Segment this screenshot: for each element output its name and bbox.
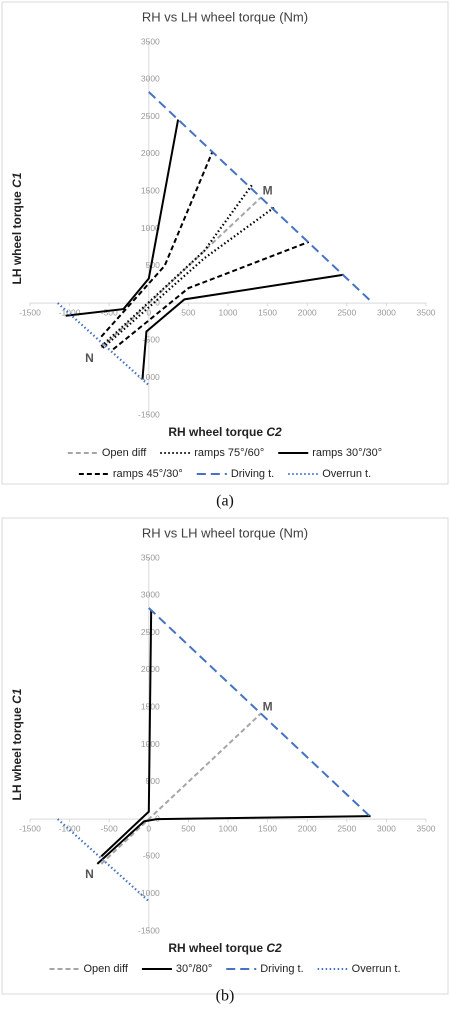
series-line (100, 152, 310, 351)
x-axis-title-text: RH wheel torque (168, 425, 263, 439)
annotation: M (263, 699, 273, 713)
x-tick-label: 3500 (417, 307, 436, 317)
legend-item: Open diff (49, 963, 129, 975)
x-axis-title: RH wheel torque C2 (168, 941, 282, 955)
series-line (148, 91, 374, 304)
legend-label: ramps 75°/60° (194, 447, 264, 459)
x-tick-label: 500 (181, 307, 195, 317)
y-tick-label: 1500 (141, 185, 160, 195)
legend-item: Open diff (67, 447, 147, 459)
legend-item: Driving t. (196, 468, 274, 480)
legend-item: 30°/80° (141, 963, 212, 975)
y-axis-title-text: LH wheel torque (10, 191, 24, 285)
caption: (b) (216, 988, 235, 1005)
y-tick-label: 500 (146, 260, 160, 270)
y-tick-label: 500 (146, 776, 160, 786)
y-tick-label: -1500 (138, 925, 160, 935)
chart-frame (1, 1, 449, 485)
x-tick-label: 1000 (219, 823, 238, 833)
y-tick-label: 3000 (141, 590, 160, 600)
legend-label: Overrun t. (322, 468, 371, 480)
caption: (a) (216, 493, 234, 510)
legend-item: ramps 30°/30° (278, 447, 382, 459)
y-tick-label: 2500 (141, 111, 160, 121)
x-axis-title-var: C2 (266, 425, 282, 439)
x-tick-label: -1500 (19, 823, 41, 833)
legend-label: 30°/80° (176, 963, 212, 975)
y-tick-label: -1000 (138, 888, 160, 898)
chart-title: RH vs LH wheel torque (Nm) (142, 9, 308, 24)
legend-label: Driving t. (231, 468, 274, 480)
series-line (96, 610, 371, 865)
x-tick-label: 2000 (298, 307, 317, 317)
series-line (100, 196, 262, 349)
y-tick-label: -500 (143, 335, 160, 345)
legend-item: Driving t. (226, 963, 304, 975)
series-line (148, 607, 374, 820)
chart-frame (1, 517, 449, 995)
series-line (56, 818, 150, 902)
x-tick-label: 0 (146, 307, 151, 317)
y-tick-label: 3500 (141, 36, 160, 46)
x-tick-label: -1000 (59, 823, 81, 833)
x-tick-label: 1500 (258, 823, 277, 833)
x-axis-title-var: C2 (266, 941, 282, 955)
series-line (56, 302, 150, 386)
y-tick-label: 3000 (141, 74, 160, 84)
legend-label: Open diff (83, 963, 128, 975)
legend-label: Driving t. (260, 963, 303, 975)
x-tick-label: 3000 (377, 307, 396, 317)
x-tick-label: 1000 (219, 307, 238, 317)
y-axis-title-var: C1 (10, 688, 24, 704)
legend-item: ramps 45°/30° (78, 468, 183, 480)
x-tick-label: 3000 (377, 823, 396, 833)
annotation: M (263, 183, 273, 197)
x-tick-label: 2500 (337, 307, 356, 317)
series-line (65, 119, 344, 380)
legend-item: Overrun t. (288, 468, 371, 480)
legend-label: ramps 30°/30° (312, 447, 382, 459)
legend-label: Open diff (102, 447, 147, 459)
y-axis-title-text: LH wheel torque (10, 707, 24, 801)
legend-label: Overrun t. (352, 963, 401, 975)
x-tick-label: 1500 (258, 307, 277, 317)
y-axis-title: LH wheel torque C1 (10, 688, 24, 800)
y-axis-title: LH wheel torque C1 (10, 172, 24, 284)
x-tick-label: 0 (146, 823, 151, 833)
x-tick-label: -1000 (59, 307, 81, 317)
x-tick-label: 3500 (417, 823, 436, 833)
y-tick-label: 3500 (141, 552, 160, 562)
x-tick-label: -500 (101, 307, 118, 317)
y-tick-label: -1500 (138, 409, 160, 419)
x-tick-label: 2000 (298, 823, 317, 833)
x-axis-title: RH wheel torque C2 (168, 425, 282, 439)
chart-title: RH vs LH wheel torque (Nm) (142, 525, 308, 540)
annotation: N (85, 867, 94, 881)
x-tick-label: -1500 (19, 307, 41, 317)
y-tick-label: 1000 (141, 223, 160, 233)
legend-item: Overrun t. (317, 963, 401, 975)
annotation: N (85, 351, 94, 365)
series-line (100, 184, 275, 349)
x-tick-label: 2500 (337, 823, 356, 833)
y-tick-label: -1000 (138, 372, 160, 382)
x-axis-title-text: RH wheel torque (168, 941, 263, 955)
y-tick-label: 2000 (141, 148, 160, 158)
y-tick-label: 0 (155, 297, 160, 307)
y-axis-title-var: C1 (10, 172, 24, 188)
x-tick-label: 500 (181, 823, 195, 833)
x-tick-label: -500 (101, 823, 118, 833)
legend-item: ramps 75°/60° (160, 447, 264, 459)
series-line (100, 712, 262, 865)
y-tick-label: -500 (143, 851, 160, 861)
legend-label: ramps 45°/30° (113, 468, 183, 480)
